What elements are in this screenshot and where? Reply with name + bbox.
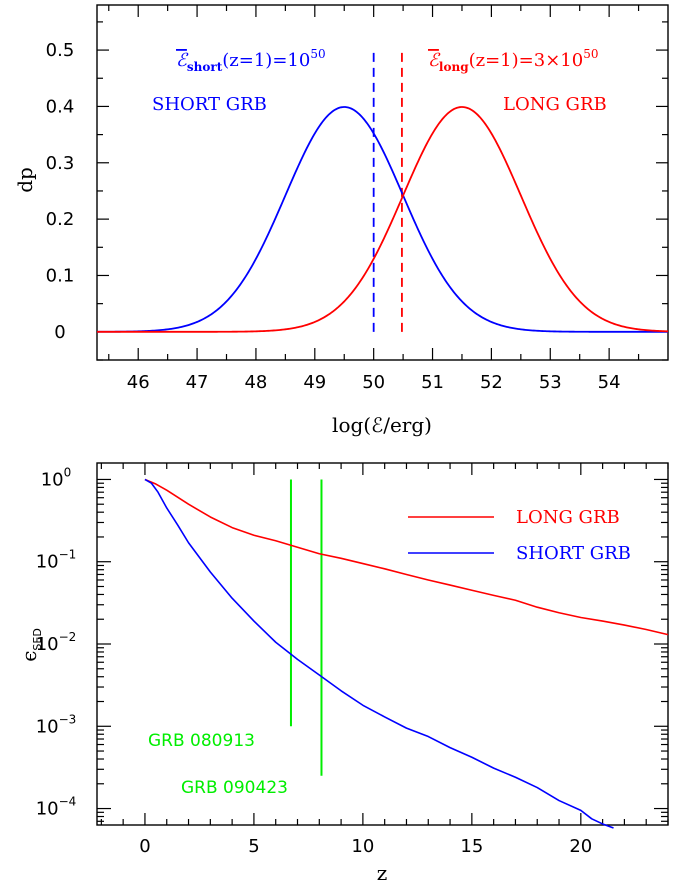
bottom-y-tick-label: 100 bbox=[41, 465, 72, 490]
bottom-y-tick-exp: −1 bbox=[59, 548, 77, 562]
bottom-ylabel-base: ϵ bbox=[17, 651, 41, 662]
long-grb-label: LONG GRB bbox=[503, 94, 607, 115]
bottom-y-tick-base: 10 bbox=[36, 716, 59, 737]
bottom-y-tick-exp: −2 bbox=[59, 630, 77, 644]
legend-long-label: LONG GRB bbox=[516, 507, 620, 528]
bottom-y-tick-label: 10−1 bbox=[36, 548, 77, 573]
short-energy-text: (z=1)=10 bbox=[222, 50, 310, 71]
top-y-tick-label: 0.4 bbox=[46, 96, 75, 117]
bottom-x-tick-label: 20 bbox=[569, 836, 592, 857]
short-grb-curve bbox=[97, 106, 668, 333]
short-energy-annotation: ℰshort(z=1)=1050 bbox=[176, 47, 326, 74]
bottom-y-tick-label: 10−4 bbox=[36, 795, 77, 820]
top-x-tick-label: 54 bbox=[598, 372, 621, 393]
long-energy-symbol: ℰ bbox=[428, 50, 441, 71]
top-chart: 46 47 48 49 50 51 52 53 54 0 0.1 0.2 0.3 0.4 0.5 dp lo… bbox=[13, 4, 669, 437]
top-xlabel: log(ℰ/erg) bbox=[332, 413, 432, 437]
bottom-y-tick-base: 10 bbox=[36, 634, 59, 655]
bottom-series-curves bbox=[144, 478, 669, 829]
long-grb-curve bbox=[97, 106, 669, 333]
bottom-x-tick-label: 15 bbox=[460, 836, 483, 857]
bottom-xlabel: z bbox=[377, 861, 388, 885]
short-grb-label: SHORT GRB bbox=[152, 94, 267, 115]
legend: LONG GRB SHORT GRB bbox=[408, 507, 631, 564]
bottom-y-tick-label: 10−2 bbox=[36, 630, 77, 655]
legend-short-label: SHORT GRB bbox=[516, 543, 631, 564]
long-energy-sup: 50 bbox=[583, 47, 598, 61]
top-y-tick-label: 0 bbox=[54, 322, 65, 343]
bottom-grb-markers bbox=[289, 479, 323, 776]
grb-090423-label: GRB 090423 bbox=[181, 778, 288, 798]
long-energy-text: (z=1)=3×10 bbox=[469, 50, 584, 71]
short-energy-sup: 50 bbox=[310, 47, 325, 61]
top-ylabel: dp bbox=[13, 167, 37, 193]
bottom-y-tick-exp: −3 bbox=[59, 712, 77, 726]
bottom-x-tick-label: 5 bbox=[248, 836, 259, 857]
top-x-tick-label: 47 bbox=[186, 372, 209, 393]
grb-080913-label: GRB 080913 bbox=[148, 731, 255, 751]
top-series-curves bbox=[97, 106, 669, 333]
top-y-tick-label: 0.3 bbox=[46, 153, 75, 174]
top-energy-markers bbox=[372, 50, 403, 332]
bottom-y-tick-base: 10 bbox=[36, 799, 59, 820]
top-x-tick-label: 46 bbox=[127, 372, 150, 393]
bottom-y-tick-exp: 0 bbox=[64, 465, 72, 479]
top-plot-frame bbox=[96, 4, 669, 361]
top-x-tick-label: 50 bbox=[362, 372, 385, 393]
top-x-tick-label: 53 bbox=[539, 372, 562, 393]
short-energy-sub: short bbox=[187, 60, 223, 74]
bottom-ylabel: ϵSED bbox=[17, 628, 44, 662]
long-grb-efficiency-curve bbox=[144, 478, 669, 636]
short-energy-symbol: ℰ bbox=[176, 50, 189, 71]
bottom-y-tick-exp: −4 bbox=[59, 795, 77, 809]
top-y-tick-label: 0.2 bbox=[46, 209, 75, 230]
short-grb-efficiency-curve bbox=[144, 478, 614, 829]
top-x-tick-label: 48 bbox=[244, 372, 267, 393]
bottom-x-tick-label: 10 bbox=[351, 836, 374, 857]
bottom-x-tick-label: 0 bbox=[139, 836, 150, 857]
bottom-y-tick-base: 10 bbox=[41, 469, 64, 490]
bottom-y-tick-label: 10−3 bbox=[36, 712, 77, 737]
long-energy-annotation: ℰlong(z=1)=3×1050 bbox=[428, 47, 598, 74]
bottom-ylabel-sub: SED bbox=[31, 628, 44, 650]
top-y-tick-label: 0.1 bbox=[46, 265, 75, 286]
top-x-tick-label: 49 bbox=[303, 372, 326, 393]
top-x-tick-label: 52 bbox=[480, 372, 503, 393]
top-x-tick-label: 51 bbox=[421, 372, 444, 393]
top-y-tick-label: 0.5 bbox=[46, 40, 75, 61]
top-axis-ticks: 46 47 48 49 50 51 52 53 54 0 0.1 0.2 0.3 0.4 0.5 bbox=[46, 5, 668, 393]
long-energy-sub: long bbox=[439, 60, 469, 74]
bottom-y-tick-base: 10 bbox=[36, 552, 59, 573]
